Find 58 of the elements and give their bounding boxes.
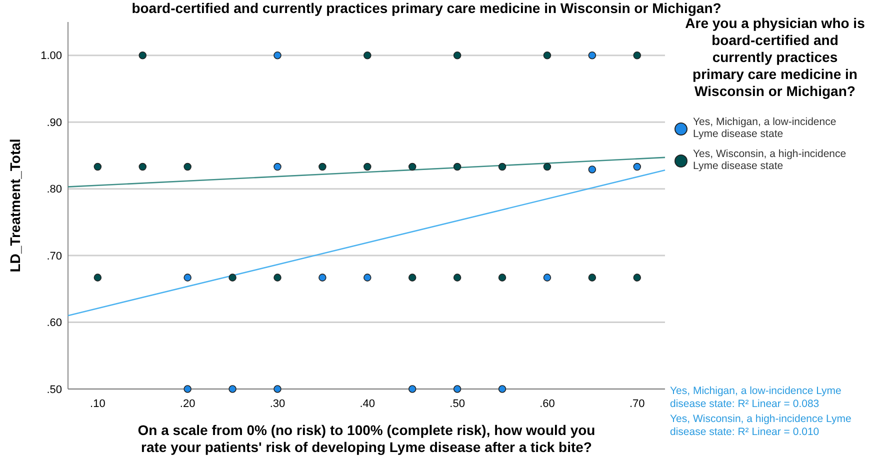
point	[138, 162, 147, 171]
point	[498, 274, 506, 282]
point	[94, 162, 102, 171]
point	[588, 51, 596, 60]
point	[453, 274, 462, 282]
x-tick-label: .30	[270, 398, 286, 410]
point	[364, 274, 372, 282]
point	[408, 385, 416, 393]
x-tick-label: .50	[450, 398, 465, 410]
point	[543, 162, 552, 171]
y-tick-label: 1.00	[40, 50, 62, 62]
point	[274, 162, 282, 171]
point	[318, 162, 326, 171]
point	[228, 274, 236, 282]
point	[228, 385, 236, 393]
x-tick-label: .60	[540, 398, 555, 410]
point	[408, 162, 416, 171]
y-tick-label: .50	[46, 384, 62, 396]
point	[633, 162, 642, 171]
y-tick-label: .80	[46, 184, 62, 196]
point	[408, 274, 416, 282]
x-tick-label: .70	[629, 398, 645, 410]
point	[453, 51, 462, 60]
point	[498, 162, 506, 171]
chart-title: board-certified and currently practices primary care medicine in Wisconsin or Michigan?	[132, 0, 722, 16]
y-axis-title: LD_Treatment_Total	[7, 138, 23, 272]
point	[274, 274, 282, 282]
y-tick-label: .70	[46, 250, 62, 262]
text: Yes, Wisconsin, a high-incidence Lyme disease state: R² Linear = 0.010	[670, 413, 852, 438]
point	[633, 51, 642, 60]
point	[184, 385, 192, 393]
point	[274, 51, 282, 60]
point	[138, 51, 147, 60]
y-tick-label: .90	[46, 116, 62, 129]
legend-label: Yes, Wisconsin, a high-incidence Lyme disease state	[693, 148, 846, 172]
x-tick-label: .10	[90, 398, 106, 410]
point	[453, 162, 462, 171]
point	[588, 166, 596, 174]
point	[633, 274, 642, 282]
point	[543, 274, 552, 282]
point	[498, 385, 506, 393]
point	[94, 274, 102, 282]
legend-title: Are you a physician who is board-certified and currently practices primary care medicine in Wisconsin or Michigan?	[685, 15, 866, 99]
point	[184, 162, 192, 171]
point	[318, 274, 326, 282]
point	[184, 274, 192, 282]
legend-label: Yes, Michigan, a low-incidence Lyme disease state	[693, 116, 836, 140]
y-tick-label: .60	[46, 317, 62, 330]
point	[364, 51, 372, 60]
point	[543, 51, 552, 60]
point	[453, 385, 462, 393]
point	[364, 162, 372, 171]
x-tick-label: .20	[180, 398, 196, 410]
point	[274, 385, 282, 393]
text: Yes, Michigan, a low-incidence Lyme disease state: R² Linear = 0.083	[670, 385, 842, 410]
x-axis-title: On a scale from 0% (no risk) to 100% (complete risk), how would you rate your patients' risk of developing Lyme disease after a tick bite?	[138, 422, 596, 455]
point	[588, 274, 596, 282]
x-tick-label: .40	[360, 398, 376, 410]
